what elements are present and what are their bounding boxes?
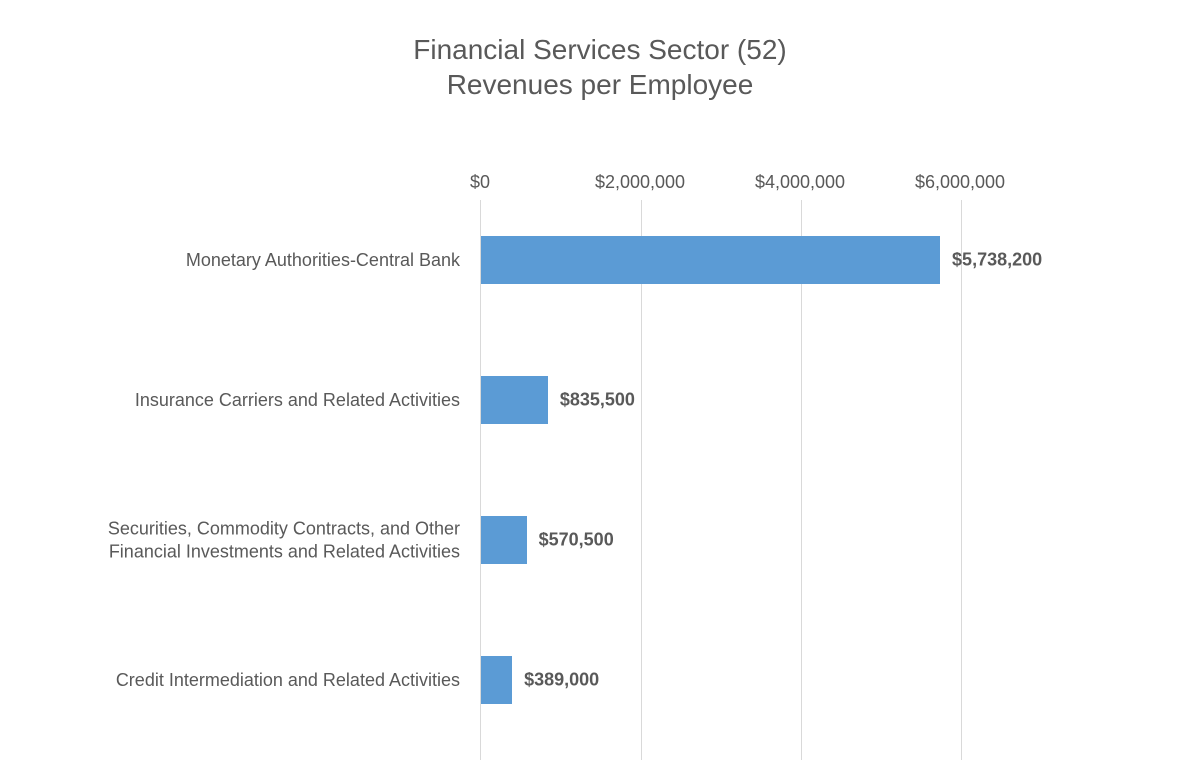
revenue-per-employee-chart: Financial Services Sector (52) Revenues … xyxy=(0,0,1200,784)
bar-value-label: $389,000 xyxy=(524,670,599,691)
bar xyxy=(481,516,527,564)
chart-title-line2: Revenues per Employee xyxy=(0,67,1200,102)
category-label: Insurance Carriers and Related Activitie… xyxy=(80,389,460,412)
bar-value-label: $5,738,200 xyxy=(952,250,1042,271)
bar xyxy=(481,376,548,424)
gridline xyxy=(641,200,642,760)
bar xyxy=(481,236,940,284)
bar xyxy=(481,656,512,704)
chart-title-line1: Financial Services Sector (52) xyxy=(0,32,1200,67)
bar-value-label: $835,500 xyxy=(560,390,635,411)
category-label: Monetary Authorities-Central Bank xyxy=(80,249,460,272)
chart-title: Financial Services Sector (52) Revenues … xyxy=(0,0,1200,102)
plot-area: $5,738,200 $835,500 $570,500 $389,000 xyxy=(480,200,1040,760)
x-axis-tick-label: $6,000,000 xyxy=(915,172,1005,193)
x-axis-tick-label: $0 xyxy=(470,172,490,193)
x-axis-tick-label: $2,000,000 xyxy=(595,172,685,193)
bar-value-label: $570,500 xyxy=(539,530,614,551)
x-axis-tick-label: $4,000,000 xyxy=(755,172,845,193)
category-label: Securities, Commodity Contracts, and Oth… xyxy=(80,518,460,563)
category-label: Credit Intermediation and Related Activi… xyxy=(80,669,460,692)
gridline xyxy=(801,200,802,760)
gridline xyxy=(961,200,962,760)
